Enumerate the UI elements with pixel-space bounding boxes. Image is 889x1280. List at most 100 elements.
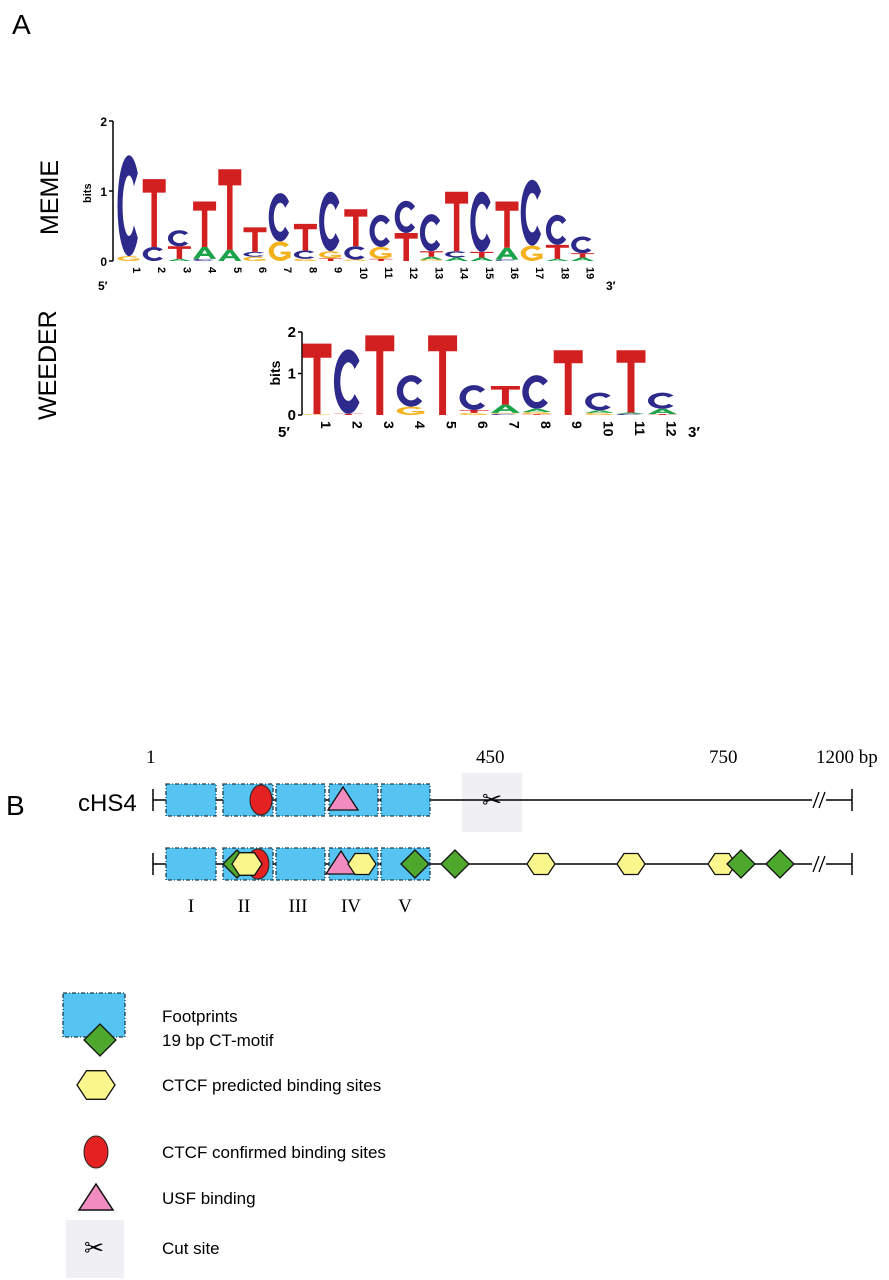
- meme-position-label: 17: [533, 267, 545, 279]
- letter-A: [585, 410, 615, 413]
- break-gap: [812, 791, 826, 809]
- ctcf-predicted-hexagon: [616, 852, 646, 876]
- weeder-column-9: [553, 350, 583, 415]
- cut-site-box: [462, 773, 522, 832]
- meme-position-label: 7: [281, 267, 293, 273]
- meme-column-3: [167, 230, 191, 261]
- weeder-column-7: [490, 385, 520, 415]
- letter-G: [268, 241, 291, 261]
- letter-A: [571, 257, 595, 261]
- meme-column-9: [319, 191, 343, 261]
- letter-T: [302, 343, 332, 415]
- weeder-column-11: [616, 350, 646, 415]
- letter-C: [396, 375, 423, 407]
- letter-A: [647, 408, 677, 415]
- letter-T: [553, 350, 583, 415]
- letter-C: [142, 247, 164, 261]
- letter-T: [522, 414, 552, 415]
- legend-item-scissors: ✂ Cut site: [66, 1220, 220, 1278]
- weeder-y-tick-label: 1: [288, 366, 296, 383]
- legend-item-diamond: 19 bp CT-motif: [83, 1023, 274, 1057]
- footprint-label-I: I: [188, 896, 194, 917]
- weeder-column-4: [396, 375, 425, 415]
- letter-C: [419, 214, 441, 252]
- weeder-position-label: 5: [444, 421, 460, 429]
- meme-column-4: [193, 201, 217, 261]
- meme-position-label: 9: [332, 267, 344, 273]
- letter-C: [571, 236, 592, 254]
- letter-T: [445, 191, 469, 252]
- legend-label: 19 bp CT-motif: [162, 1031, 274, 1050]
- letter-C: [243, 251, 264, 257]
- meme-position-label: 10: [357, 267, 369, 279]
- panel-a-label: A: [12, 9, 31, 40]
- letter-C: [616, 413, 643, 415]
- letter-A: [470, 257, 494, 261]
- letter-T: [344, 209, 368, 247]
- meme-position-label: 11: [382, 267, 394, 279]
- legend-label: CTCF predicted binding sites: [162, 1076, 381, 1095]
- letter-C: [319, 191, 340, 252]
- letter-G: [243, 256, 266, 261]
- weeder-five-prime: 5′: [278, 424, 290, 441]
- legend-scissors-icon: ✂: [84, 1235, 104, 1262]
- cut-site-scissors-icon: ✂: [482, 787, 502, 814]
- meme-y-label: bits: [82, 183, 94, 203]
- legend-usf-triangle: [77, 1182, 115, 1211]
- letter-G: [302, 414, 331, 415]
- meme-column-1: [117, 155, 140, 261]
- ctcf-predicted-hexagon: [347, 852, 377, 876]
- break-mark: [812, 855, 826, 873]
- legend-label: CTCF confirmed binding sites: [162, 1143, 386, 1162]
- letter-T: [319, 258, 343, 261]
- legend-cut-site-box: [66, 1220, 124, 1278]
- letter-C: [490, 413, 517, 415]
- weeder-position-label: 10: [601, 421, 617, 437]
- letter-G: [117, 256, 140, 261]
- letter-T: [369, 258, 393, 261]
- letter-G: [522, 412, 550, 415]
- letter-A: [445, 257, 469, 261]
- meme-position-label: 15: [483, 267, 495, 279]
- letter-C: [193, 258, 214, 261]
- weeder-y-tick-label: 0: [288, 407, 296, 424]
- scale-label-750: 750: [709, 747, 738, 768]
- meme-column-19: [571, 236, 595, 261]
- letter-T: [571, 253, 595, 258]
- letter-T: [365, 335, 395, 415]
- letter-C: [520, 179, 542, 246]
- letter-G: [419, 259, 442, 261]
- letter-A: [218, 249, 242, 261]
- letter-G: [293, 258, 316, 261]
- letter-G: [396, 406, 425, 415]
- letter-T: [193, 201, 217, 247]
- letter-C: [495, 259, 516, 261]
- meme-column-8: [293, 223, 317, 261]
- meme-column-14: [445, 191, 469, 261]
- letter-T: [167, 246, 191, 259]
- letter-T: [490, 385, 520, 405]
- ctcf-confirmed-ellipse: [249, 784, 273, 816]
- legend: Footprints 19 bp CT-motif CTCF predicted b…: [62, 992, 386, 1278]
- letter-C: [268, 193, 290, 242]
- legend-footprint-swatch: [62, 992, 126, 1038]
- footprint-box: [165, 783, 217, 817]
- weeder-column-3: [365, 335, 395, 415]
- footprint-label-II: II: [238, 896, 251, 917]
- meme-column-10: [344, 209, 368, 261]
- legend-item-footprint: Footprints: [62, 992, 238, 1038]
- weeder-title: WEEDER: [34, 310, 62, 420]
- meme-position-label: 19: [584, 267, 596, 279]
- letter-G: [319, 251, 341, 259]
- meme-y-tick-label: 1: [100, 185, 107, 199]
- legend-item-triangle: USF binding: [77, 1182, 256, 1211]
- construct-name: cHS4: [78, 790, 137, 817]
- scale-label-1: 1: [146, 747, 156, 768]
- letter-C: [585, 392, 611, 411]
- meme-y-tick-label: 0: [100, 255, 107, 269]
- weeder-position-label: 7: [506, 421, 522, 429]
- letter-A: [522, 408, 552, 413]
- meme-column-6: [243, 227, 267, 261]
